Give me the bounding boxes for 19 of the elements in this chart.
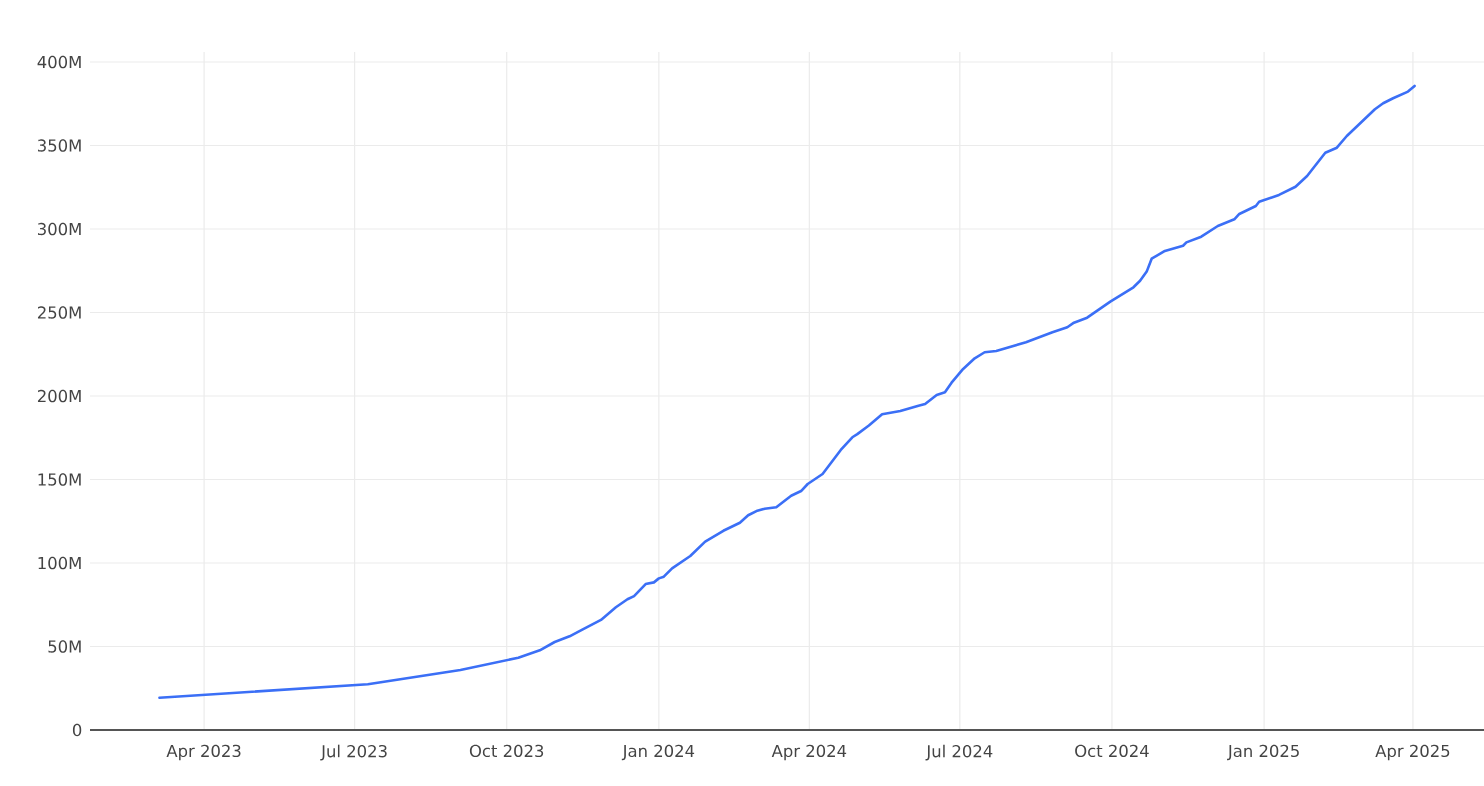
y-tick-label: 350M bbox=[38, 139, 81, 152]
x-tick-label: Jul 2024 bbox=[925, 744, 993, 761]
x-tick-label: Oct 2023 bbox=[469, 744, 544, 758]
x-tick-label: Jul 2023 bbox=[320, 744, 387, 761]
x-tick-label: Apr 2025 bbox=[1375, 744, 1450, 761]
y-tick-label: 250M bbox=[37, 306, 81, 319]
y-tick-label: 300M bbox=[38, 222, 81, 236]
y-tick-label: 200M bbox=[37, 389, 81, 403]
line-series bbox=[158, 84, 1416, 700]
x-tick-label: Apr 2023 bbox=[166, 744, 241, 761]
y-tick-label: 400M bbox=[37, 55, 81, 69]
x-tick-label: Apr 2024 bbox=[771, 744, 847, 761]
x-tick-label: Jan 2024 bbox=[621, 744, 695, 761]
x-tick-label: Oct 2024 bbox=[1075, 744, 1149, 758]
y-tick-label: 100M bbox=[38, 556, 81, 570]
y-tick-label: 150M bbox=[38, 473, 81, 486]
y-tick-label: 0 bbox=[72, 723, 82, 737]
y-tick-label: 50M bbox=[48, 640, 81, 653]
x-tick-label: Jan 2025 bbox=[1227, 744, 1299, 761]
